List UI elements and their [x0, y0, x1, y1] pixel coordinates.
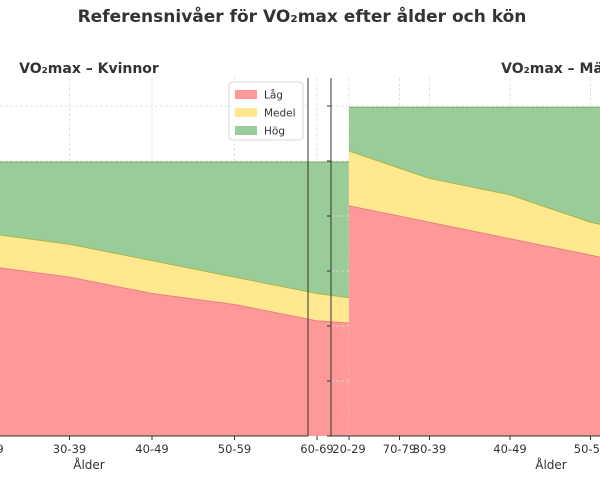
x-tick-label-men: 20-29 — [332, 442, 365, 456]
x-tick-label-men: 30-39 — [413, 442, 446, 456]
x-tick-label-men: 50-59 — [574, 442, 600, 456]
area-band-Medel-women — [0, 234, 400, 327]
legend-swatch-Låg — [235, 90, 257, 99]
legend-swatch-Hög — [235, 126, 257, 135]
legend-label-Medel: Medel — [264, 108, 296, 120]
x-axis-label-women: Ålder — [73, 457, 105, 472]
x-tick-label-women: 50-59 — [218, 442, 251, 456]
area-band-Låg-women — [0, 267, 400, 436]
legend-swatch-Medel — [235, 108, 257, 117]
chart-legend: Låg Medel Hög — [228, 81, 304, 141]
subplot-title-men: VO₂max – Män — [501, 61, 600, 77]
series-line-Medel-men — [348, 150, 600, 225]
area-band-Hög-men — [349, 107, 600, 225]
x-tick-label-women: 20-29 — [0, 442, 4, 456]
x-tick-label-women: 30-39 — [53, 442, 86, 456]
subplot-title-women: VO₂max – Kvinnor — [19, 61, 159, 77]
figure-title: Referensnivåer för VO₂max efter ålder oc… — [78, 5, 527, 27]
area-band-Låg-men — [349, 205, 600, 436]
legend-label-Låg: Låg — [264, 89, 283, 102]
legend-label-Hög: Hög — [264, 126, 285, 138]
area-band-Hög-women — [0, 162, 400, 305]
chart-panel-women: VO₂max – Kvinnor 20-29 30-39 40-49 50-59 60-6… — [0, 61, 416, 472]
x-tick-label-women: 40-49 — [135, 442, 168, 456]
x-tick-label-women: 70-79 — [383, 442, 416, 456]
area-band-Medel-men — [349, 151, 600, 258]
x-tick-label-men: 40-49 — [493, 442, 526, 456]
series-line-Låg-men — [348, 205, 600, 258]
chart-panel-men: VO₂max – Män20-2930-3940-4950-5960-6970-… — [327, 61, 600, 472]
x-tick-label-women: 60-69 — [300, 442, 333, 456]
x-axis-label-men: Ålder — [535, 457, 567, 472]
